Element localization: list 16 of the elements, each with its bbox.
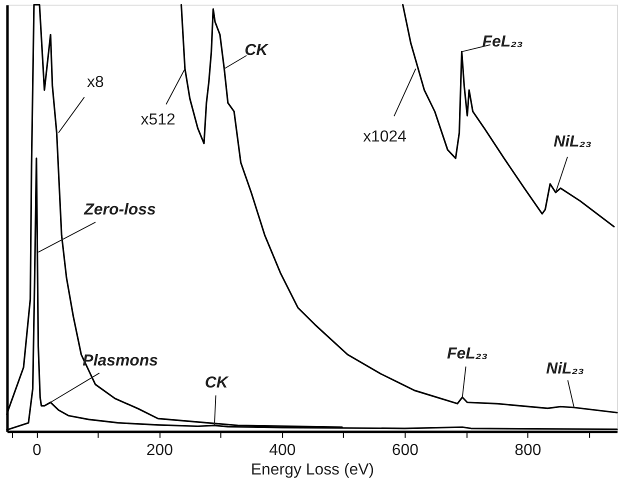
annotation: x1024 — [363, 128, 407, 146]
x-tick-label: 200 — [146, 442, 174, 459]
x-tick-label: 0 — [32, 442, 42, 459]
annotation: x512 — [140, 112, 176, 129]
annotation: NiL₂₃ — [546, 360, 584, 378]
annotation: Zero-loss — [83, 201, 156, 218]
x-axis-title: Energy Loss (eV) — [250, 462, 374, 479]
annotation: FeL₂₃ — [482, 34, 523, 51]
annotation: CK — [244, 42, 270, 59]
annotation: NiL₂₃ — [554, 134, 592, 151]
x-tick-label: 600 — [392, 442, 419, 459]
annotation: FeL₂₃ — [447, 345, 488, 362]
x-tick-label: 800 — [514, 442, 542, 459]
x-tick-label: 400 — [269, 442, 296, 459]
annotation: CK — [204, 374, 230, 392]
annotation: x8 — [86, 74, 104, 91]
